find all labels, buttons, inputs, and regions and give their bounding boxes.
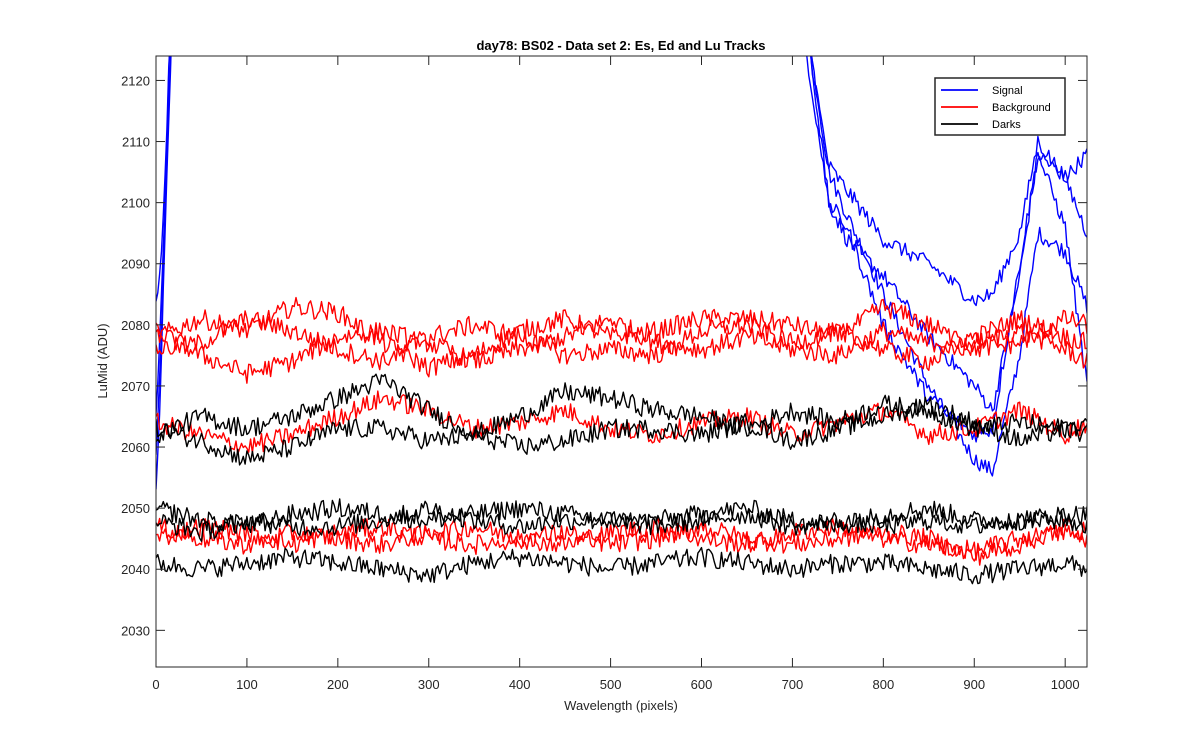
x-axis-label: Wavelength (pixels)	[564, 698, 678, 713]
series-line-background-6	[156, 518, 1087, 566]
x-tick-label: 0	[152, 677, 159, 692]
series-line-background-4	[156, 390, 1087, 455]
x-tick-label: 300	[418, 677, 440, 692]
series-layer	[156, 56, 1087, 585]
x-tick-label: 500	[600, 677, 622, 692]
series-line-darks-2	[156, 396, 1087, 466]
series-line-background-1	[156, 296, 1087, 378]
x-tick-label: 600	[691, 677, 713, 692]
y-tick-label: 2040	[121, 562, 150, 577]
y-tick-label: 2090	[121, 257, 150, 272]
legend-label-background: Background	[992, 102, 1051, 114]
plot-frame	[155, 55, 1088, 668]
x-tick-label: 800	[872, 677, 894, 692]
series-line-signal-1	[156, 56, 1087, 477]
y-tick-label: 2100	[121, 196, 150, 211]
x-tick-label: 900	[963, 677, 985, 692]
legend-label-signal: Signal	[992, 85, 1023, 97]
y-tick-label: 2030	[121, 623, 150, 638]
series-line-darks-5	[156, 546, 1087, 585]
series-line-signal-2	[156, 56, 1087, 455]
y-axis-label: LuMid (ADU)	[95, 323, 110, 398]
y-tick-label: 2080	[121, 318, 150, 333]
y-tick-label: 2050	[121, 501, 150, 516]
x-tick-label: 400	[509, 677, 531, 692]
chart-title: day78: BS02 - Data set 2: Es, Ed and Lu …	[476, 38, 765, 53]
x-tick-label: 700	[782, 677, 804, 692]
series-line-signal-4	[156, 56, 1087, 443]
y-tick-label: 2120	[121, 73, 150, 88]
legend-label-darks: Darks	[992, 119, 1021, 131]
x-tick-label: 200	[327, 677, 349, 692]
series-line-background-2	[156, 310, 1087, 384]
x-tick-label: 1000	[1051, 677, 1080, 692]
legend: Signal Background Darks	[934, 77, 1066, 136]
series-line-background-3	[156, 310, 1087, 371]
series-line-signal-3	[156, 56, 1087, 490]
axes: 0 100 200 300 400 500 600 700 800 900 1000 2030 2040…	[121, 55, 1088, 692]
y-tick-label: 2060	[121, 440, 150, 455]
y-tick-label: 2110	[122, 135, 150, 150]
y-tick-label: 2070	[121, 379, 150, 394]
x-tick-label: 100	[236, 677, 258, 692]
series-line-darks-4	[156, 500, 1087, 542]
